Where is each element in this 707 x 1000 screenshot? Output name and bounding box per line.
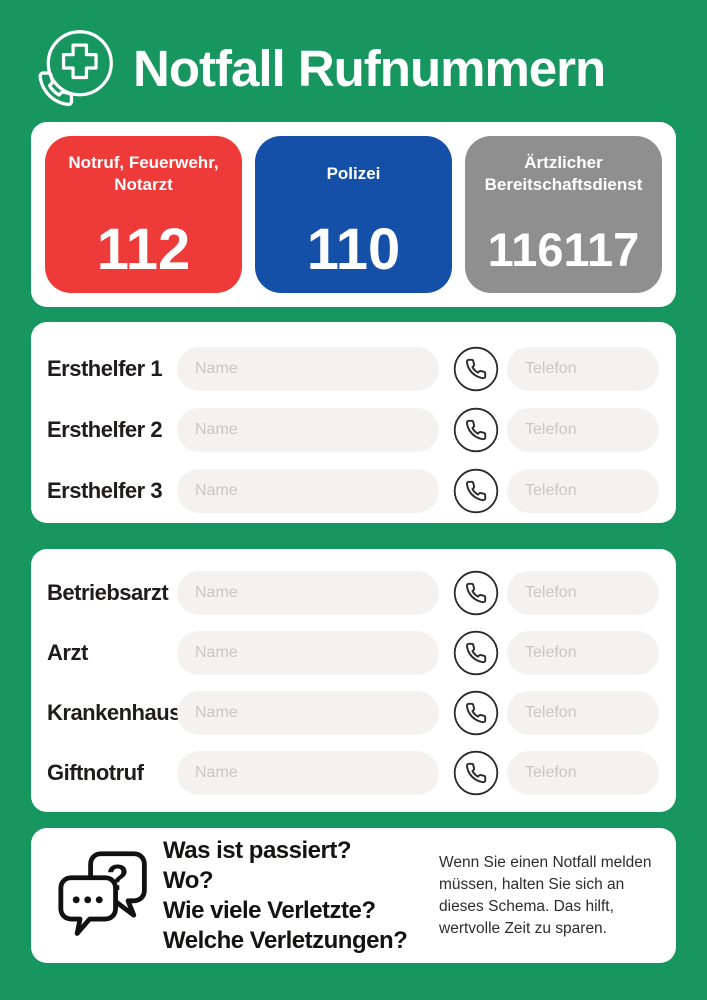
schema-note: Wenn Sie einen Notfall melden müssen, ha… (439, 853, 652, 937)
emergency-box-number: 110 (306, 217, 401, 282)
phone-input[interactable] (507, 347, 659, 391)
name-input[interactable] (177, 631, 439, 675)
emergency-schema-card: ? Was ist passiert? Wo? Wie viele Verlet… (31, 828, 676, 963)
contact-row-ersthelfer-2: Ersthelfer 2 (47, 407, 659, 453)
phone-icon (453, 750, 499, 796)
phone-input[interactable] (507, 408, 659, 452)
first-aiders-card: Ersthelfer 1 Ersthelfer 2 Ersthelfer (31, 322, 676, 523)
emergency-box-label: Notruf, Feuerwehr, Notarzt (68, 152, 219, 194)
name-input[interactable] (177, 408, 439, 452)
contact-row-label: Ersthelfer 2 (47, 417, 163, 442)
contact-row-label: Betriebsarzt (47, 580, 169, 605)
schema-question: Welche Verletzungen? (163, 926, 408, 954)
schema-question: Wo? (163, 866, 214, 894)
contact-row-label: Krankenhaus (47, 700, 181, 725)
emergency-box-polizei: Polizei 110 (255, 136, 452, 293)
speech-bubbles-question-icon: ? (58, 850, 147, 936)
contact-row-ersthelfer-3: Ersthelfer 3 (47, 468, 659, 514)
phone-input[interactable] (507, 571, 659, 615)
phone-icon (453, 570, 499, 616)
emergency-box-notruf: Notruf, Feuerwehr, Notarzt 112 (45, 136, 242, 293)
emergency-box-number: 112 (96, 217, 191, 282)
emergency-box-label: Ärtzlicher Bereitschaftsdienst (484, 152, 643, 194)
name-input[interactable] (177, 571, 439, 615)
header: Notfall Rufnummern (33, 22, 606, 114)
emergency-box-label: Polizei (326, 163, 381, 183)
name-input[interactable] (177, 751, 439, 795)
phone-icon (453, 630, 499, 676)
emergency-box-number: 116117 (487, 223, 640, 276)
contact-row-arzt: Arzt (47, 630, 659, 676)
schema-question: Wie viele Verletzte? (163, 896, 376, 924)
contact-row-krankenhaus: Krankenhaus (47, 690, 659, 736)
phone-input[interactable] (507, 751, 659, 795)
phone-icon (453, 407, 499, 453)
name-input[interactable] (177, 347, 439, 391)
contact-row-label: Ersthelfer 1 (47, 356, 163, 381)
phone-icon (453, 468, 499, 514)
phone-input[interactable] (507, 631, 659, 675)
schema-question: Was ist passiert? (163, 836, 352, 864)
contact-row-ersthelfer-1: Ersthelfer 1 (47, 346, 659, 392)
phone-icon (453, 346, 499, 392)
page-title: Notfall Rufnummern (133, 39, 606, 97)
contact-row-label: Giftnotruf (47, 760, 144, 785)
emergency-numbers-card: Notruf, Feuerwehr, Notarzt 112 Polizei 1… (31, 122, 676, 307)
schema-questions: Was ist passiert? Wo? Wie viele Verletzt… (163, 836, 439, 956)
contact-row-label: Arzt (47, 640, 88, 665)
name-input[interactable] (177, 691, 439, 735)
medical-contacts-card: Betriebsarzt Arzt Krankenhaus (31, 549, 676, 812)
phone-with-cross-circle-icon (38, 30, 113, 107)
contact-row-label: Ersthelfer 3 (47, 478, 163, 503)
name-input[interactable] (177, 469, 439, 513)
phone-input[interactable] (507, 691, 659, 735)
emergency-box-bereitschaftsdienst: Ärtzlicher Bereitschaftsdienst 116117 (465, 136, 662, 293)
contact-row-giftnotruf: Giftnotruf (47, 750, 659, 796)
contact-row-betriebsarzt: Betriebsarzt (47, 570, 659, 616)
phone-icon (453, 690, 499, 736)
phone-input[interactable] (507, 469, 659, 513)
